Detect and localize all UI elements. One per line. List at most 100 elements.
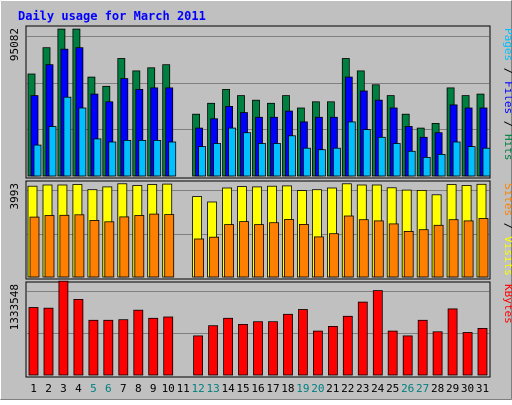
panel-bottom-max-label: 1333548	[8, 284, 21, 330]
bar-sites-day-27	[418, 229, 429, 278]
bar-pages-day-22	[347, 121, 356, 177]
bar-pages-day-5	[93, 138, 102, 177]
bar-sites-day-28	[433, 224, 444, 278]
bar-pages-day-29	[452, 141, 461, 177]
bar-kbytes-day-4	[73, 298, 84, 376]
bar-sites-day-31	[478, 218, 489, 278]
bar-pages-day-2	[48, 126, 57, 177]
day-label-25: 25	[386, 382, 399, 395]
bar-pages-day-9	[153, 139, 162, 177]
bar-kbytes-day-2	[43, 307, 54, 376]
chart-title: Daily usage for March 2011	[18, 9, 206, 23]
day-label-30: 30	[461, 382, 474, 395]
bar-pages-day-27	[422, 156, 431, 177]
day-label-24: 24	[371, 382, 385, 395]
panel-middle-max-label: 3993	[8, 183, 21, 210]
bar-pages-day-28	[437, 153, 446, 177]
day-label-10: 10	[162, 382, 175, 395]
bar-kbytes-day-5	[88, 319, 99, 376]
bar-pages-day-26	[407, 150, 416, 177]
bar-sites-day-4	[74, 214, 85, 278]
bar-pages-day-31	[482, 147, 491, 177]
day-label-6: 6	[105, 382, 112, 395]
bar-pages-day-21	[332, 147, 341, 177]
day-label-20: 20	[311, 382, 324, 395]
bar-sites-day-23	[358, 219, 369, 278]
bar-kbytes-day-29	[447, 308, 458, 376]
bar-kbytes-day-24	[372, 290, 383, 376]
bar-sites-day-17	[269, 222, 279, 278]
bar-pages-day-4	[78, 107, 87, 177]
bar-sites-day-14	[224, 224, 235, 278]
bar-kbytes-day-9	[148, 317, 159, 376]
bar-sites-day-16	[254, 224, 264, 278]
series-sites	[29, 213, 489, 278]
bar-kbytes-day-10	[163, 316, 174, 376]
bar-sites-day-19	[298, 223, 309, 278]
bar-pages-day-1	[33, 144, 42, 177]
bar-sites-day-18	[284, 219, 294, 278]
bar-kbytes-day-30	[462, 332, 473, 376]
bar-pages-day-17	[273, 143, 281, 177]
legend-kbytes: KBytes	[502, 284, 512, 324]
bar-pages-day-25	[392, 143, 401, 177]
bar-kbytes-day-25	[387, 330, 398, 376]
panel-top-legend: Pages / Files / Hits	[502, 28, 512, 161]
bar-kbytes-day-20	[312, 330, 323, 376]
chart-panels: 95082 Pages / Files / Hits 3993 Sites / Vis…	[8, 25, 512, 378]
day-label-17: 17	[266, 382, 279, 395]
panel-top: 95082 Pages / Files / Hits	[8, 25, 512, 179]
day-label-1: 1	[30, 382, 37, 395]
bar-kbytes-day-19	[297, 309, 308, 376]
day-label-31: 31	[476, 382, 489, 395]
bar-pages-day-8	[138, 139, 147, 177]
panel-bottom-legend: KBytes	[502, 284, 512, 324]
day-label-16: 16	[251, 382, 264, 395]
day-label-15: 15	[236, 382, 249, 395]
day-label-7: 7	[120, 382, 127, 395]
bar-pages-day-20	[317, 149, 326, 177]
bar-sites-day-30	[463, 220, 474, 278]
day-label-4: 4	[75, 382, 82, 395]
bar-sites-day-8	[134, 215, 145, 278]
day-label-29: 29	[446, 382, 459, 395]
bar-kbytes-day-12	[193, 335, 204, 376]
bar-pages-day-19	[302, 147, 311, 177]
day-label-9: 9	[150, 382, 157, 395]
legend-pages: Pages	[502, 28, 512, 61]
panel-top-max-label: 95082	[8, 28, 21, 61]
legend-files: Files	[502, 81, 512, 114]
bar-sites-day-9	[149, 213, 160, 278]
bar-kbytes-day-26	[402, 335, 413, 376]
bar-pages-day-15	[243, 132, 251, 177]
bar-kbytes-day-23	[357, 301, 368, 376]
day-label-26: 26	[401, 382, 414, 395]
bar-kbytes-day-27	[417, 319, 428, 376]
bar-kbytes-day-22	[342, 315, 353, 376]
day-axis-labels: 1 2 3 4 5 6 7 8 9 10 11 12 13 14 15 16 17 18 19 20 21 22 23 24 2…	[30, 382, 489, 395]
day-label-23: 23	[356, 382, 369, 395]
day-label-22: 22	[341, 382, 354, 395]
bar-pages-day-30	[467, 146, 476, 177]
bar-sites-day-12	[194, 238, 205, 278]
bar-sites-day-1	[29, 216, 40, 278]
bar-pages-day-3	[63, 96, 72, 177]
bar-sites-day-25	[388, 223, 399, 278]
bar-kbytes-day-6	[103, 319, 114, 376]
series-pages	[33, 96, 491, 177]
bar-kbytes-day-13	[208, 325, 219, 376]
bar-sites-day-15	[239, 221, 249, 278]
bar-sites-day-26	[403, 230, 414, 278]
bar-kbytes-day-17	[268, 321, 278, 376]
panel-bottom: 1333548 KBytes	[8, 280, 512, 378]
bar-sites-day-21	[328, 233, 339, 278]
day-label-19: 19	[296, 382, 309, 395]
series-kbytes	[28, 280, 488, 376]
bar-sites-day-10	[164, 214, 175, 278]
legend-separator: /	[502, 114, 512, 134]
panel-middle-legend: Sites / Visits	[502, 183, 512, 276]
day-label-13: 13	[206, 382, 219, 395]
day-label-8: 8	[135, 382, 142, 395]
legend-sites: Sites	[502, 183, 512, 216]
